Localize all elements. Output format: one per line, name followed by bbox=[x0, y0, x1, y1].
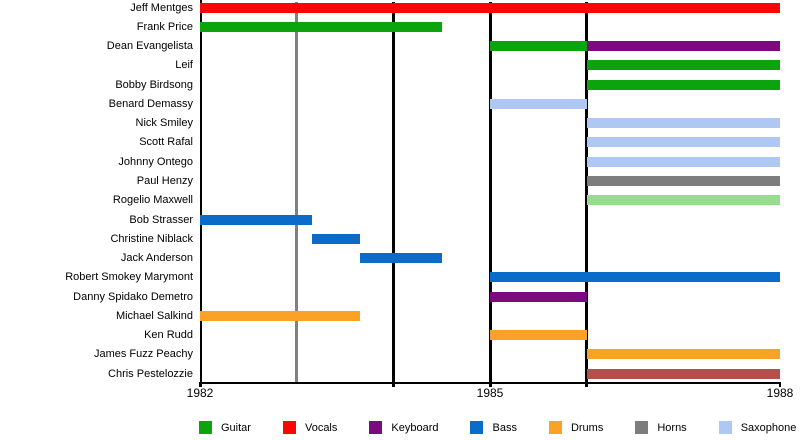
member-label: Jack Anderson bbox=[120, 252, 193, 265]
member-label: Johnny Ontego bbox=[118, 155, 193, 168]
member-label: Paul Henzy bbox=[136, 175, 193, 188]
timeline-bar bbox=[490, 330, 587, 341]
vocals-color-swatch bbox=[282, 421, 296, 434]
member-label: Dean Evangelista bbox=[106, 40, 193, 53]
member-label: Danny Spidako Demetro bbox=[73, 290, 193, 303]
drums-color-swatch bbox=[548, 421, 562, 434]
x-axis-label-1982: 1982 bbox=[186, 386, 214, 400]
timeline-bar bbox=[586, 137, 780, 148]
member-label: Benard Demassy bbox=[108, 97, 193, 110]
member-label: Scott Rafal bbox=[139, 136, 193, 149]
instrument-legend: Guitar Vocals Keyboard Bass Drums Horns Saxoph… bbox=[199, 421, 796, 434]
timeline-bar bbox=[586, 60, 780, 71]
timeline-bar bbox=[200, 310, 361, 321]
legend-label: Bass bbox=[492, 421, 517, 434]
x-axis-label-1985: 1985 bbox=[476, 386, 504, 400]
guitar-color-swatch bbox=[199, 421, 212, 434]
timeline-bar bbox=[360, 253, 442, 264]
timeline-bar bbox=[312, 233, 361, 244]
y-axis-line bbox=[200, 0, 202, 387]
legend-label: Horns bbox=[657, 421, 687, 434]
legend-label: Keyboard bbox=[391, 421, 439, 434]
legend-item-bass: Bass bbox=[470, 421, 517, 434]
member-label: Nick Smiley bbox=[135, 117, 193, 130]
horns-color-swatch bbox=[635, 421, 649, 434]
member-label: Christine Niblack bbox=[110, 232, 193, 245]
x-axis-tick-1985 bbox=[489, 382, 491, 387]
timeline-bar bbox=[490, 98, 587, 109]
member-label: Ken Rudd bbox=[144, 329, 193, 342]
member-label: Bob Strasser bbox=[129, 213, 193, 226]
member-label: James Fuzz Peachy bbox=[93, 348, 193, 361]
timeline-bar bbox=[586, 156, 780, 167]
member-label: Bobby Birdsong bbox=[115, 78, 193, 91]
legend-item-vocals: Vocals bbox=[282, 421, 338, 434]
timeline-bar bbox=[586, 195, 780, 206]
member-label: Frank Price bbox=[136, 20, 193, 33]
event-line-1983 bbox=[295, 2, 299, 382]
member-label: Michael Salkind bbox=[115, 309, 193, 322]
legend-label: Guitar bbox=[221, 421, 251, 434]
timeline-bar bbox=[490, 272, 780, 283]
timeline-bar bbox=[200, 21, 442, 32]
event-line-1986 bbox=[585, 2, 589, 387]
timeline-bar bbox=[200, 214, 313, 225]
timeline-bar bbox=[586, 349, 780, 360]
member-label: Leif bbox=[175, 59, 193, 72]
x-axis-tick-1982 bbox=[199, 382, 201, 387]
timeline-bar bbox=[586, 118, 780, 129]
member-label: Robert Smokey Marymont bbox=[65, 271, 193, 284]
legend-label: Drums bbox=[570, 421, 604, 434]
timeline-bar bbox=[586, 41, 780, 52]
event-line-1985 bbox=[488, 2, 492, 387]
saxophone-color-swatch bbox=[718, 421, 732, 434]
keyboard-color-swatch bbox=[369, 421, 383, 434]
member-label: Chris Pestelozzie bbox=[108, 367, 193, 380]
legend-label: Saxophone bbox=[740, 421, 797, 434]
x-axis-label-1988: 1988 bbox=[766, 386, 794, 400]
legend-item-drums: Drums bbox=[548, 421, 604, 434]
bass-color-swatch bbox=[470, 421, 484, 434]
timeline-bar bbox=[200, 2, 780, 13]
x-axis-tick-1988 bbox=[779, 382, 781, 387]
timeline-bar bbox=[490, 291, 587, 302]
legend-item-horns: Horns bbox=[635, 421, 687, 434]
timeline-bar bbox=[586, 368, 780, 379]
legend-item-saxophone: Saxophone bbox=[718, 421, 797, 434]
timeline-bar bbox=[586, 176, 780, 187]
legend-item-guitar: Guitar bbox=[199, 421, 251, 434]
member-label: Jeff Mentges bbox=[130, 1, 193, 14]
member-label: Rogelio Maxwell bbox=[112, 194, 193, 207]
timeline-bar bbox=[586, 79, 780, 90]
timeline-bar bbox=[490, 41, 587, 52]
legend-item-keyboard: Keyboard bbox=[369, 421, 438, 434]
legend-label: Vocals bbox=[304, 421, 338, 434]
event-line-1984 bbox=[391, 2, 395, 387]
